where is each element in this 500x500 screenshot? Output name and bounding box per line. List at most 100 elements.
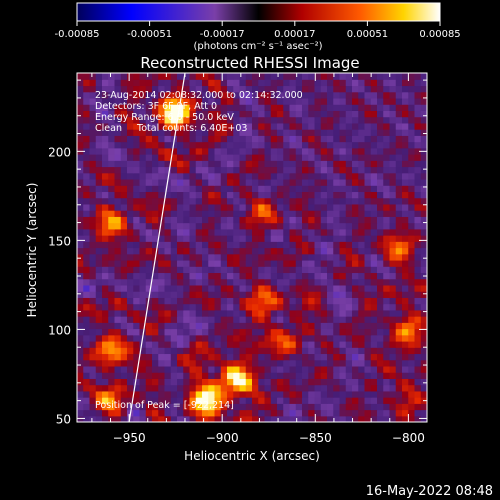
heatmap-cell bbox=[364, 253, 372, 261]
heatmap-cell bbox=[245, 79, 253, 87]
heatmap-cell bbox=[95, 272, 103, 280]
heatmap-cell bbox=[77, 129, 84, 136]
heatmap-cell bbox=[133, 129, 141, 136]
heatmap-cell bbox=[314, 253, 322, 261]
heatmap-cell bbox=[264, 91, 272, 99]
heatmap-cell bbox=[345, 91, 353, 99]
heatmap-cell bbox=[414, 241, 422, 249]
heatmap-cell bbox=[408, 303, 416, 311]
heatmap-cell bbox=[77, 241, 84, 249]
heatmap-cell bbox=[389, 359, 397, 367]
heatmap-cell bbox=[383, 79, 391, 87]
heatmap-cell bbox=[389, 203, 397, 211]
heatmap-cell bbox=[252, 203, 259, 211]
heatmap-cell bbox=[308, 353, 316, 361]
heatmap-cell bbox=[164, 266, 172, 274]
heatmap-cell bbox=[202, 222, 209, 230]
heatmap-cell bbox=[414, 347, 422, 355]
heatmap-cell bbox=[364, 266, 372, 274]
heatmap-cell bbox=[220, 334, 228, 342]
heatmap-cell bbox=[170, 166, 178, 174]
heatmap-cell bbox=[95, 129, 103, 136]
heatmap-cell bbox=[364, 116, 372, 124]
heatmap-cell bbox=[183, 316, 191, 323]
heatmap-cell bbox=[420, 322, 427, 330]
heatmap-cell bbox=[170, 353, 178, 361]
heatmap-cell bbox=[370, 316, 378, 323]
heatmap-cell bbox=[258, 284, 266, 292]
heatmap-cell bbox=[270, 390, 278, 398]
heatmap-cell bbox=[195, 185, 203, 193]
heatmap-cell bbox=[145, 340, 153, 348]
heatmap-cell bbox=[370, 216, 378, 224]
heatmap-cell bbox=[314, 147, 322, 155]
heatmap-cell bbox=[333, 365, 341, 373]
heatmap-cell bbox=[208, 409, 216, 417]
heatmap-cell bbox=[302, 235, 309, 242]
heatmap-cell bbox=[95, 378, 103, 386]
heatmap-cell bbox=[245, 272, 253, 280]
heatmap-cell bbox=[139, 178, 147, 186]
heatmap-cell bbox=[102, 303, 109, 311]
heatmap-cell bbox=[339, 104, 347, 111]
heatmap-cell bbox=[314, 309, 322, 317]
heatmap-cell bbox=[208, 210, 216, 217]
heatmap-cell bbox=[383, 365, 391, 373]
heatmap-cell bbox=[327, 154, 334, 161]
heatmap-cell bbox=[358, 135, 366, 143]
heatmap-cell bbox=[389, 110, 397, 118]
heatmap-cell bbox=[177, 154, 184, 161]
heatmap-cell bbox=[83, 372, 91, 379]
heatmap-cell bbox=[352, 185, 359, 193]
heatmap-cell bbox=[152, 235, 159, 242]
heatmap-cell bbox=[114, 160, 122, 168]
heatmap-cell bbox=[145, 197, 153, 205]
heatmap-cell bbox=[158, 172, 166, 180]
x-tick-label: −900 bbox=[206, 431, 239, 445]
colorbar-strip bbox=[76, 2, 441, 22]
heatmap-cell bbox=[227, 191, 234, 199]
heatmap-cell bbox=[414, 122, 422, 130]
heatmap-cell bbox=[270, 122, 278, 130]
heatmap-cell bbox=[177, 135, 184, 143]
heatmap-cell bbox=[158, 235, 166, 242]
heatmap-cell bbox=[164, 284, 172, 292]
heatmap-cell bbox=[370, 210, 378, 217]
heatmap-cell bbox=[302, 91, 309, 99]
heatmap-cell bbox=[420, 384, 427, 392]
heatmap-cell bbox=[327, 91, 334, 99]
heatmap-cell bbox=[370, 228, 378, 236]
heatmap-cell bbox=[145, 372, 153, 379]
heatmap-cell bbox=[339, 409, 347, 417]
heatmap-cell bbox=[302, 303, 309, 311]
heatmap-cell bbox=[208, 403, 216, 411]
heatmap-cell bbox=[345, 203, 353, 211]
heatmap-cell bbox=[352, 129, 359, 136]
heatmap-cell bbox=[77, 222, 84, 230]
heatmap-cell bbox=[220, 316, 228, 323]
heatmap-cell bbox=[383, 409, 391, 417]
heatmap-cell bbox=[314, 378, 322, 386]
heatmap-cell bbox=[327, 191, 334, 199]
heatmap-cell bbox=[227, 340, 234, 348]
heatmap-cell bbox=[395, 291, 403, 298]
heatmap-cell bbox=[289, 135, 297, 143]
heatmap-cell bbox=[270, 409, 278, 417]
heatmap-cell bbox=[83, 129, 91, 136]
y-tick-label: 100 bbox=[48, 323, 71, 337]
heatmap-cell bbox=[158, 79, 166, 87]
heatmap-cell bbox=[177, 203, 184, 211]
heatmap-cell bbox=[227, 228, 234, 236]
heatmap-cell bbox=[83, 278, 91, 286]
heatmap-cell bbox=[239, 141, 247, 149]
heatmap-cell bbox=[133, 104, 141, 111]
heatmap-cell bbox=[302, 365, 309, 373]
heatmap-cell bbox=[83, 347, 91, 355]
x-axis-label: Heliocentric X (arcsec) bbox=[184, 449, 320, 463]
heatmap-cell bbox=[164, 303, 172, 311]
heatmap-cell bbox=[158, 91, 166, 99]
heatmap-cell bbox=[164, 110, 172, 118]
heatmap-cell bbox=[164, 216, 172, 224]
heatmap-cell bbox=[164, 272, 172, 280]
heatmap-cell bbox=[358, 365, 366, 373]
